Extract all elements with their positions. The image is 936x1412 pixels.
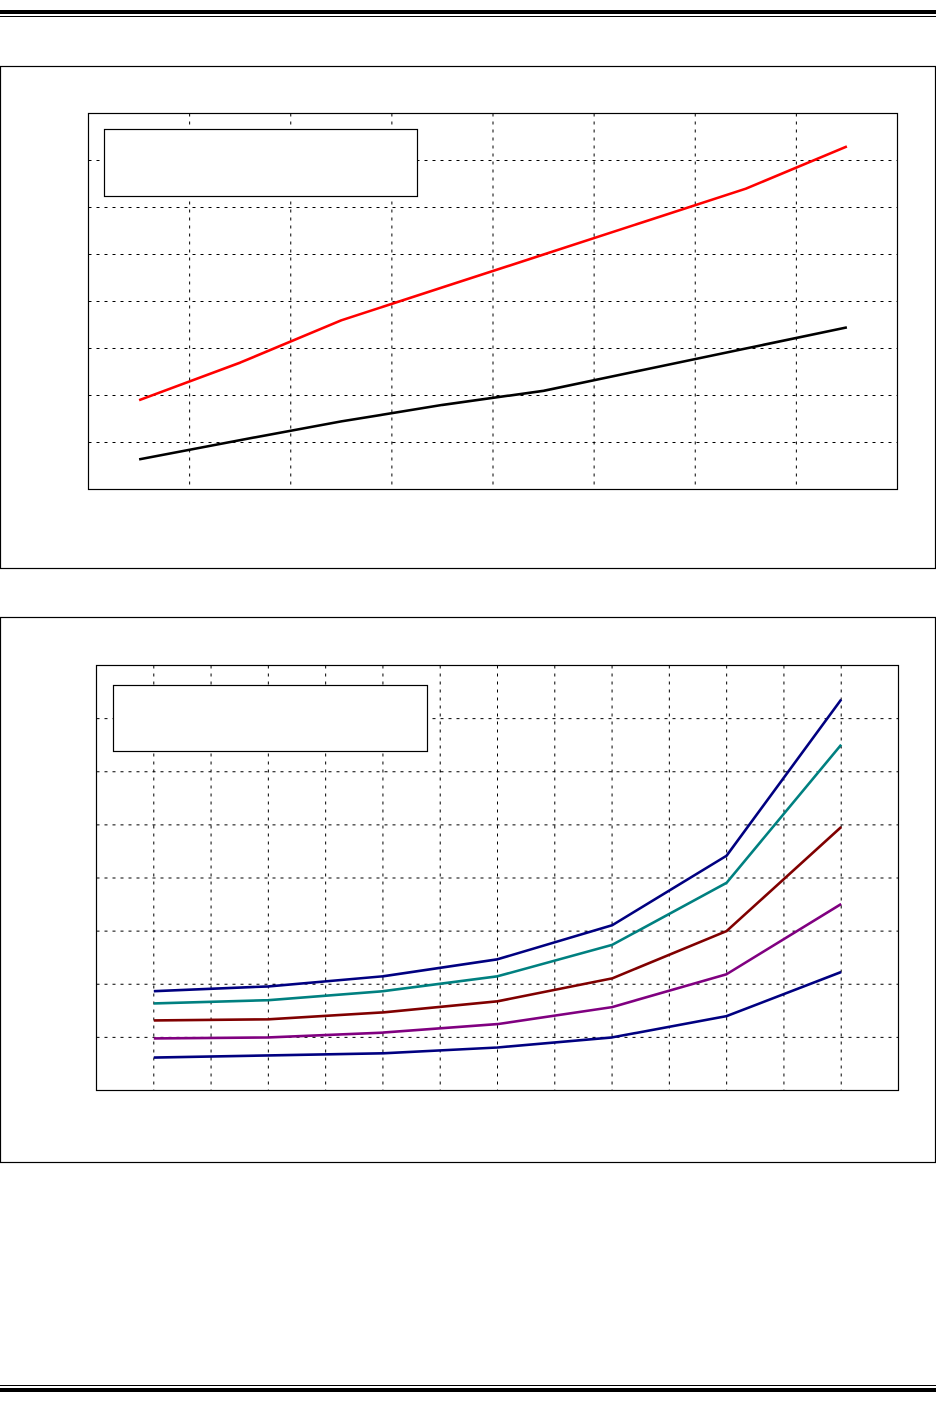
chart-2 bbox=[0, 616, 936, 1164]
legend-box bbox=[112, 684, 429, 753]
header-rule-thick bbox=[0, 10, 936, 14]
plot-area-border bbox=[95, 664, 900, 1092]
chart-1 bbox=[0, 65, 936, 570]
series-line-2 bbox=[138, 326, 848, 461]
series-line-5 bbox=[153, 970, 842, 1059]
series-line-4 bbox=[153, 902, 842, 1040]
series-line-1 bbox=[138, 145, 848, 402]
footer-rule-thick bbox=[0, 1388, 936, 1392]
header-rule-thin bbox=[0, 16, 936, 17]
plot-area-border bbox=[87, 112, 899, 491]
legend-box bbox=[103, 128, 419, 198]
series-line-2 bbox=[153, 743, 843, 1005]
series-line-1 bbox=[153, 698, 843, 993]
series-line-3 bbox=[153, 826, 843, 1022]
footer-rule-thin bbox=[0, 1385, 936, 1386]
